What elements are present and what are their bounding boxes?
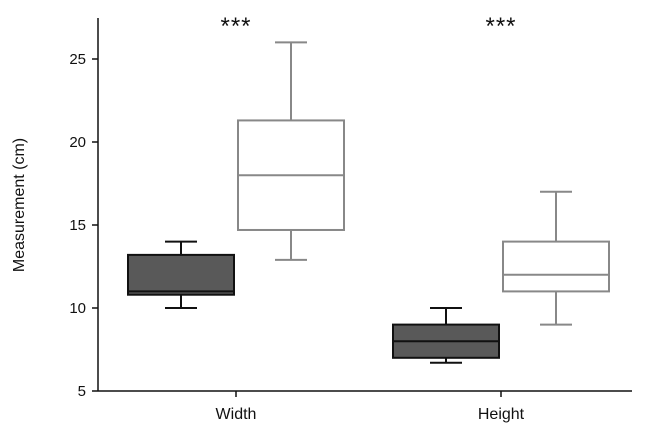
box-width-series-2 <box>237 41 345 261</box>
y-tick-label: 5 <box>78 383 86 400</box>
y-tick-label: 20 <box>69 134 86 151</box>
annotations: *** *** <box>220 13 516 40</box>
y-tick-label: 25 <box>69 51 86 68</box>
x-ticks: Width Height <box>216 391 525 423</box>
significance-stars: *** <box>485 13 516 40</box>
y-axis-label: Measurement (cm) <box>11 138 28 272</box>
box-height-series-1 <box>392 307 500 364</box>
box-width-series-1 <box>127 240 235 309</box>
box-height-series-2 <box>502 190 610 326</box>
box-iqr <box>127 253 235 296</box>
x-tick-label: Width <box>216 406 257 423</box>
y-ticks: 5 10 15 20 25 <box>69 51 98 400</box>
x-tick-label: Height <box>478 406 525 423</box>
significance-stars: *** <box>220 13 251 40</box>
y-tick-label: 10 <box>69 300 86 317</box>
box-iqr <box>502 240 610 293</box>
boxes <box>127 41 610 364</box>
y-tick-label: 15 <box>69 217 86 234</box>
